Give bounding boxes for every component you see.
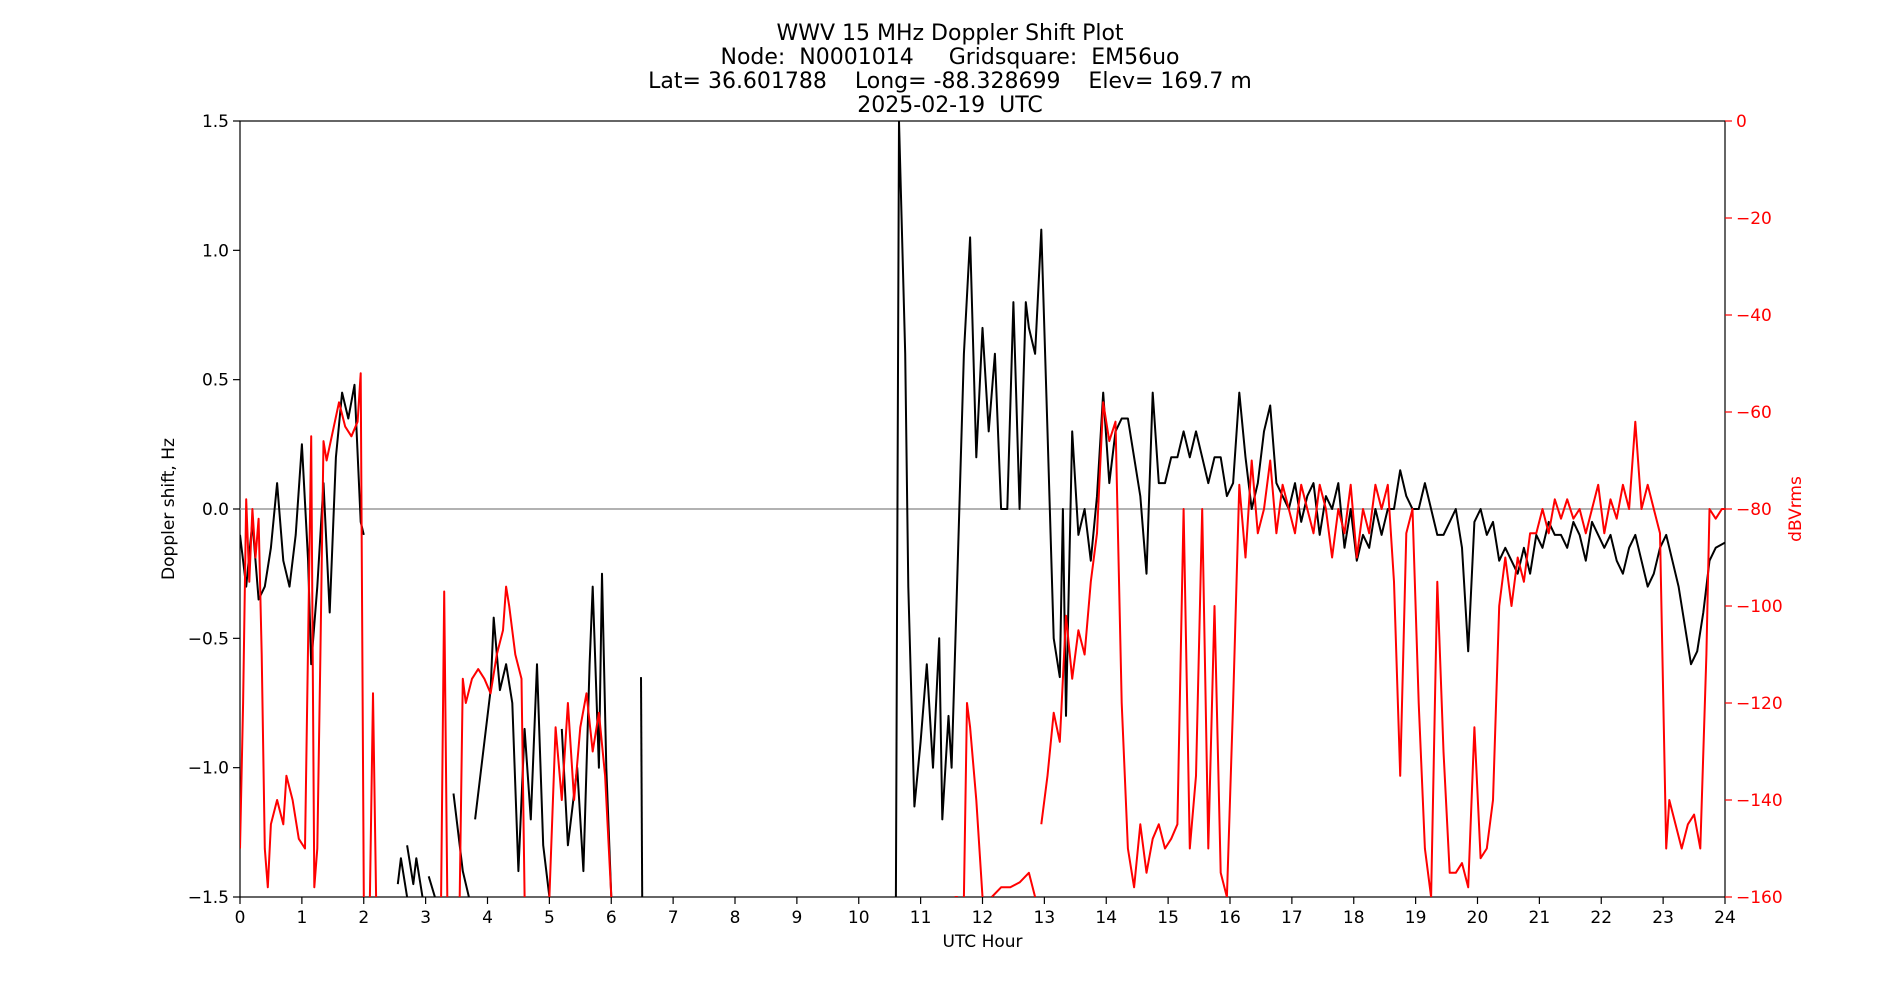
power-segment-2 (440, 590, 449, 897)
x-tick-label: 20 (1467, 908, 1489, 928)
x-tick-label: 17 (1281, 908, 1303, 928)
doppler-segment-4 (452, 793, 470, 897)
title-line-1: WWV 15 MHz Doppler Shift Plot (776, 21, 1124, 46)
y-left-tick-label: −0.5 (188, 629, 229, 649)
x-tick-label: 4 (482, 908, 493, 928)
y-right-tick-label: −60 (1736, 403, 1772, 423)
title-line-4: 2025-02-19 UTC (857, 93, 1043, 118)
y-axis-right-label: dBVrms (1786, 476, 1806, 542)
x-tick-label: 18 (1343, 908, 1365, 928)
x-tick-label: 1 (296, 908, 307, 928)
x-tick-label: 7 (668, 908, 679, 928)
x-tick-label: 9 (791, 908, 802, 928)
y-left-tick-label: −1.5 (188, 888, 229, 908)
x-tick-label: 14 (1095, 908, 1117, 928)
x-tick-label: 12 (972, 908, 994, 928)
x-tick-label: 5 (544, 908, 555, 928)
x-tick-label: 13 (1034, 908, 1056, 928)
power-segment-6 (962, 702, 984, 897)
doppler-segment-5 (474, 616, 551, 897)
y-left-tick-label: 1.5 (202, 112, 229, 132)
y-left-tick-label: 0.0 (202, 500, 229, 520)
y-right-tick-label: 0 (1736, 112, 1747, 132)
y-axis-left-label: Doppler shift, Hz (159, 438, 179, 580)
y-left-tick-label: 0.5 (202, 371, 229, 391)
title-line-3: Lat= 36.601788 Long= -88.328699 Elev= 16… (648, 69, 1252, 94)
x-tick-label: 0 (235, 908, 246, 928)
power-segment-3 (458, 585, 526, 897)
power-segment-4 (548, 692, 613, 897)
y-right-tick-label: −80 (1736, 500, 1772, 520)
x-tick-label: 8 (730, 908, 741, 928)
x-tick-label: 2 (358, 908, 369, 928)
power-segment-1 (368, 692, 378, 897)
power-segment-8 (1040, 401, 1725, 897)
y-right-tick-label: −160 (1736, 888, 1783, 908)
y-right-tick-label: −100 (1736, 597, 1783, 617)
power-segment-7 (991, 871, 1037, 897)
x-axis-label: UTC Hour (942, 932, 1022, 952)
x-tick-label: 21 (1529, 908, 1551, 928)
doppler-segment-0 (240, 383, 365, 666)
y-left-tick-label: 1.0 (202, 241, 229, 261)
chart-title: WWV 15 MHz Doppler Shift Plot Node: N000… (0, 22, 1900, 118)
y-right-tick-label: −120 (1736, 694, 1783, 714)
doppler-segment-2 (406, 845, 424, 897)
doppler-segment-7 (640, 677, 644, 897)
y-right-tick-label: −140 (1736, 791, 1783, 811)
y-right-tick-label: −40 (1736, 306, 1772, 326)
x-tick-label: 16 (1219, 908, 1241, 928)
y-left-tick-label: −1.0 (188, 759, 229, 779)
x-tick-label: 24 (1714, 908, 1736, 928)
x-tick-label: 23 (1652, 908, 1674, 928)
doppler-segment-1 (396, 857, 409, 897)
x-tick-label: 15 (1157, 908, 1179, 928)
x-tick-label: 11 (910, 908, 932, 928)
power-series (240, 372, 1725, 897)
doppler-segment-3 (427, 876, 436, 897)
x-tick-label: 6 (606, 908, 617, 928)
x-tick-label: 22 (1590, 908, 1612, 928)
x-tick-label: 3 (420, 908, 431, 928)
power-segment-0 (240, 372, 365, 897)
x-tick-label: 10 (848, 908, 870, 928)
y-right-tick-label: −20 (1736, 209, 1772, 229)
doppler-segment-6 (560, 572, 613, 897)
x-tick-label: 19 (1405, 908, 1427, 928)
title-line-2: Node: N0001014 Gridsquare: EM56uo (720, 45, 1180, 70)
